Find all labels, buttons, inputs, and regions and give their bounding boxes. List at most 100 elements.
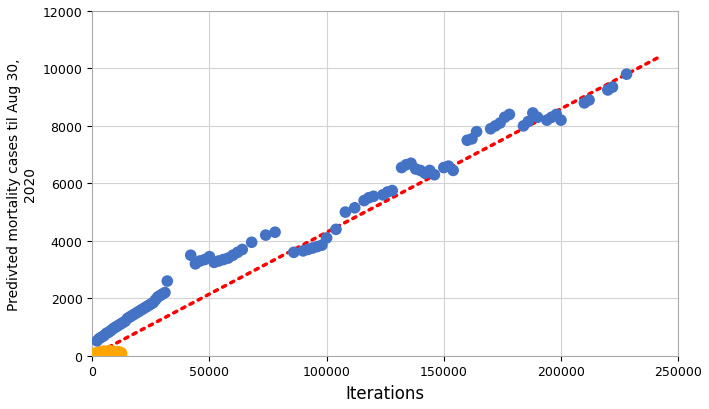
- Point: [232, 249, 243, 256]
- Point: [102, 349, 113, 356]
- Point: [110, 351, 121, 357]
- Point: [349, 205, 360, 211]
- Point: [106, 328, 117, 334]
- Point: [438, 165, 450, 171]
- Point: [106, 350, 117, 356]
- Point: [111, 350, 123, 357]
- Point: [541, 117, 552, 124]
- Point: [99, 351, 111, 357]
- Point: [602, 88, 613, 94]
- Point: [96, 350, 107, 356]
- Point: [108, 349, 119, 356]
- Point: [406, 161, 417, 167]
- Point: [109, 350, 121, 356]
- Point: [260, 232, 272, 239]
- Point: [415, 168, 426, 174]
- Point: [94, 351, 105, 357]
- Point: [307, 245, 318, 252]
- Point: [133, 308, 145, 315]
- Point: [124, 314, 135, 321]
- Point: [359, 198, 370, 204]
- Point: [382, 189, 393, 196]
- Point: [523, 119, 534, 126]
- Point: [316, 242, 328, 249]
- Point: [185, 252, 196, 259]
- Point: [546, 115, 557, 121]
- Point: [94, 335, 105, 342]
- Point: [471, 129, 482, 136]
- Point: [410, 166, 421, 173]
- Point: [90, 351, 101, 358]
- Point: [194, 258, 206, 265]
- Point: [113, 350, 124, 356]
- Point: [485, 126, 496, 133]
- Point: [227, 252, 238, 259]
- Point: [494, 120, 506, 127]
- Point: [91, 351, 103, 357]
- X-axis label: Iterations: Iterations: [346, 384, 425, 402]
- Point: [110, 324, 121, 330]
- Point: [443, 164, 454, 170]
- Point: [160, 290, 171, 296]
- Point: [311, 244, 323, 250]
- Point: [218, 256, 229, 263]
- Point: [113, 323, 124, 329]
- Point: [467, 136, 478, 143]
- Point: [368, 193, 379, 200]
- Point: [99, 349, 110, 356]
- Point: [499, 115, 510, 121]
- Point: [95, 350, 106, 357]
- Point: [199, 256, 211, 263]
- Y-axis label: Predivted mortality cases til Aug 30,
2020: Predivted mortality cases til Aug 30, 20…: [7, 58, 37, 310]
- Point: [447, 168, 459, 174]
- Point: [143, 303, 155, 309]
- Point: [108, 326, 119, 332]
- Point: [122, 315, 133, 322]
- Point: [190, 261, 201, 267]
- Point: [321, 235, 333, 242]
- Point: [96, 334, 107, 341]
- Point: [126, 312, 138, 319]
- Point: [115, 321, 126, 328]
- Point: [288, 249, 299, 256]
- Point: [145, 301, 157, 308]
- Point: [119, 318, 130, 325]
- Point: [103, 349, 114, 356]
- Point: [237, 247, 248, 253]
- Point: [136, 307, 147, 313]
- Point: [377, 192, 389, 199]
- Point: [269, 229, 281, 236]
- Point: [101, 330, 112, 337]
- Point: [386, 188, 398, 194]
- Point: [152, 294, 164, 301]
- Point: [92, 351, 104, 357]
- Point: [157, 291, 168, 298]
- Point: [551, 112, 562, 118]
- Point: [298, 248, 309, 254]
- Point: [518, 123, 529, 130]
- Point: [555, 117, 566, 124]
- Point: [89, 352, 100, 358]
- Point: [129, 311, 140, 318]
- Point: [131, 310, 143, 316]
- Point: [532, 115, 543, 121]
- Point: [340, 209, 351, 216]
- Point: [117, 320, 128, 326]
- Point: [621, 72, 632, 78]
- Point: [113, 351, 125, 357]
- Point: [97, 349, 108, 356]
- Point: [503, 112, 515, 118]
- Point: [213, 258, 225, 265]
- Point: [115, 351, 126, 357]
- Point: [150, 297, 161, 303]
- Point: [302, 247, 313, 253]
- Point: [223, 255, 234, 262]
- Point: [419, 171, 430, 177]
- Point: [330, 227, 342, 233]
- Point: [106, 350, 118, 357]
- Point: [91, 338, 103, 344]
- Point: [429, 172, 440, 179]
- Point: [607, 85, 618, 91]
- Point: [203, 254, 215, 260]
- Point: [99, 333, 110, 339]
